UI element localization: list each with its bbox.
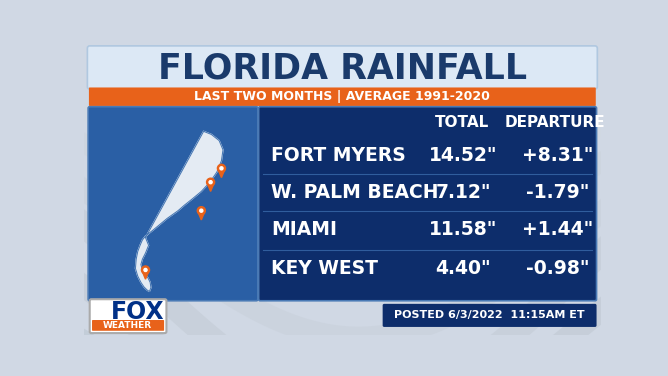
Polygon shape (218, 171, 224, 177)
FancyBboxPatch shape (88, 107, 258, 301)
Text: LAST TWO MONTHS | AVERAGE 1991-2020: LAST TWO MONTHS | AVERAGE 1991-2020 (194, 90, 490, 103)
FancyBboxPatch shape (92, 320, 164, 331)
FancyBboxPatch shape (89, 88, 596, 106)
Circle shape (144, 268, 147, 271)
FancyBboxPatch shape (259, 107, 597, 301)
FancyBboxPatch shape (88, 46, 597, 89)
Polygon shape (198, 213, 204, 220)
Text: +8.31": +8.31" (522, 146, 593, 165)
Circle shape (206, 178, 214, 186)
Text: TOTAL: TOTAL (435, 115, 489, 130)
Circle shape (220, 167, 223, 170)
Text: +1.44": +1.44" (522, 220, 593, 240)
Circle shape (200, 209, 203, 212)
Text: FORT MYERS: FORT MYERS (271, 146, 405, 165)
Text: W. PALM BEACH: W. PALM BEACH (271, 183, 439, 202)
Circle shape (197, 207, 205, 215)
Text: MIAMI: MIAMI (271, 220, 337, 240)
Text: KEY WEST: KEY WEST (271, 259, 378, 278)
Text: FLORIDA RAINFALL: FLORIDA RAINFALL (158, 51, 527, 85)
Circle shape (142, 266, 150, 274)
Text: 11.58": 11.58" (429, 220, 498, 240)
Text: 4.40": 4.40" (436, 259, 491, 278)
Text: 14.52": 14.52" (429, 146, 498, 165)
Text: POSTED 6/3/2022  11:15AM ET: POSTED 6/3/2022 11:15AM ET (394, 311, 585, 320)
FancyBboxPatch shape (383, 304, 597, 327)
Circle shape (209, 180, 212, 184)
Text: DEPARTURE: DEPARTURE (504, 115, 605, 130)
Polygon shape (143, 273, 148, 279)
Circle shape (217, 164, 226, 172)
Text: 7.12": 7.12" (436, 183, 491, 202)
Polygon shape (136, 131, 223, 291)
Text: -0.98": -0.98" (526, 259, 590, 278)
Text: FOX: FOX (111, 300, 164, 323)
Text: WEATHER: WEATHER (103, 321, 152, 330)
FancyBboxPatch shape (90, 299, 166, 333)
Text: -1.79": -1.79" (526, 183, 589, 202)
Polygon shape (208, 185, 213, 191)
